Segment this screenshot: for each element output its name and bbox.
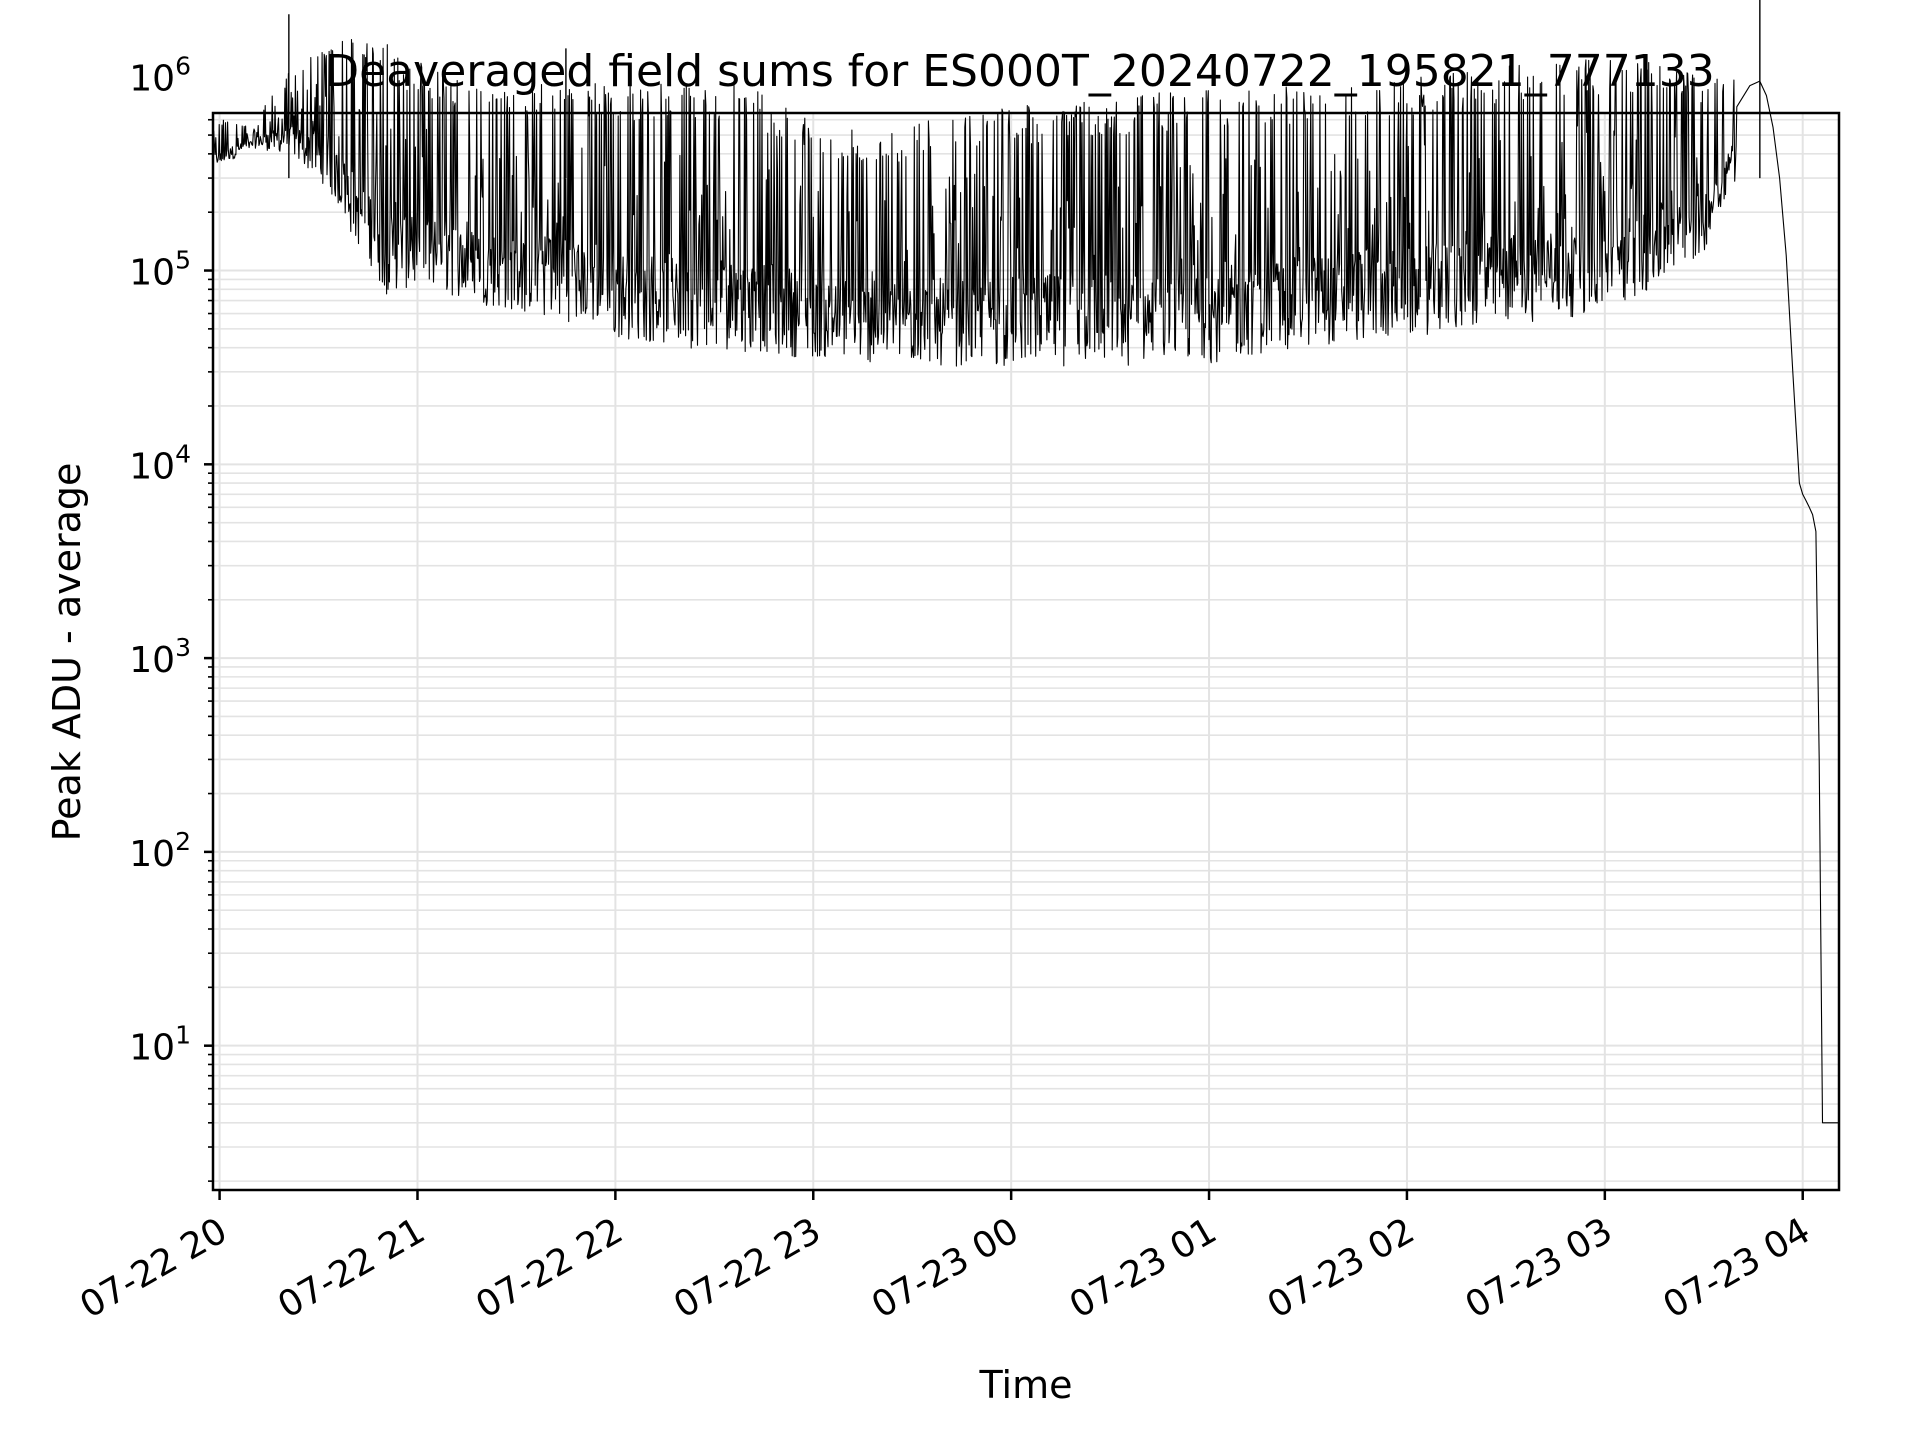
y-tick-exponent: 3 bbox=[175, 633, 191, 662]
y-tick-base: 10 bbox=[129, 640, 175, 681]
y-tick-exponent: 1 bbox=[175, 1021, 191, 1050]
y-tick-exponent: 5 bbox=[175, 246, 191, 275]
x-axis-label: Time bbox=[979, 1363, 1073, 1407]
y-tick-base: 10 bbox=[129, 253, 175, 294]
y-tick-base: 10 bbox=[129, 1028, 175, 1069]
y-tick-exponent: 4 bbox=[175, 439, 191, 468]
chart-title: Deaveraged field sums for ES000T_2024072… bbox=[325, 46, 1714, 97]
y-tick-exponent: 6 bbox=[175, 52, 191, 81]
y-tick-label: 101 bbox=[129, 1021, 191, 1069]
y-tick-base: 10 bbox=[129, 59, 175, 100]
y-tick-exponent: 2 bbox=[175, 827, 191, 856]
y-tick-label: 105 bbox=[129, 246, 191, 294]
y-tick-label: 104 bbox=[129, 439, 191, 487]
y-tick-base: 10 bbox=[129, 446, 175, 487]
plot-frame bbox=[211, 111, 1841, 1192]
y-tick-label: 106 bbox=[129, 52, 191, 100]
y-tick-label: 103 bbox=[129, 633, 191, 681]
y-axis-label: Peak ADU - average bbox=[45, 463, 89, 842]
data-layer bbox=[212, 0, 1839, 1124]
y-tick-base: 10 bbox=[129, 834, 175, 875]
y-tick-label: 102 bbox=[129, 827, 191, 875]
series-line bbox=[212, 39, 1839, 1124]
